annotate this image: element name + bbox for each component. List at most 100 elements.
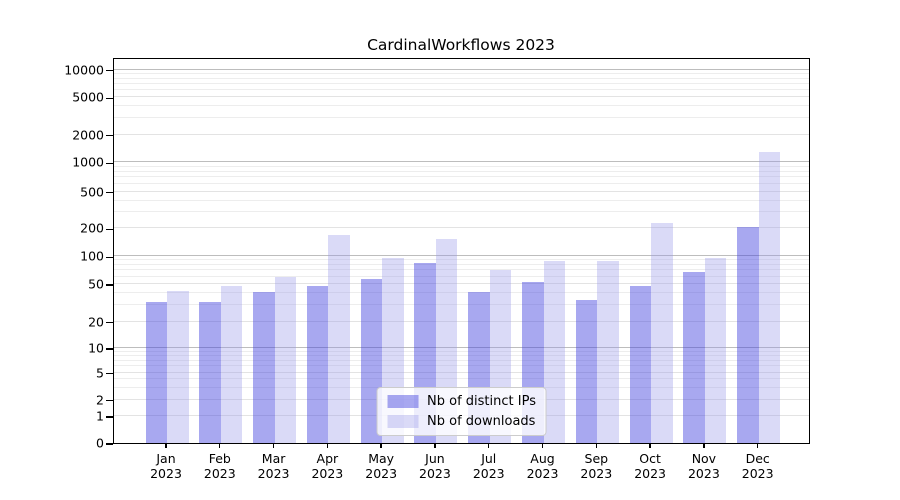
x-axis-label-oct: Oct 2023 (634, 451, 666, 482)
legend-item-downloads: Nb of downloads (387, 414, 536, 429)
x-axis-label-year: 2023 (365, 466, 398, 482)
y-tick-mark-10000 (106, 70, 113, 72)
x-axis-label-month: Mar (261, 451, 286, 466)
x-axis-label-nov: Nov 2023 (688, 451, 720, 482)
gridline-10000 (114, 68, 809, 70)
gridline-200 (114, 227, 809, 229)
bar-downloads-feb (220, 285, 243, 443)
x-axis-label-month: Dec (745, 451, 770, 466)
gridline-10 (114, 346, 809, 348)
y-axis-label-10000: 10000 (64, 62, 104, 78)
x-tick-mark-mar (272, 443, 275, 448)
legend-label-distinct-ips: Nb of distinct IPs (427, 394, 536, 409)
chart-title: CardinalWorkflows 2023 (367, 36, 555, 54)
gridline-minor (114, 211, 809, 213)
y-axis-label-200: 200 (80, 220, 104, 236)
gridline-minor (114, 359, 809, 361)
x-tick-mark-nov (703, 443, 705, 448)
x-axis-label-dec: Dec 2023 (742, 451, 774, 482)
y-axis-label-5: 5 (96, 365, 104, 381)
x-axis-label-jan: Jan 2023 (150, 451, 182, 482)
gridline-500 (114, 190, 809, 192)
legend-item-distinct-ips: Nb of distinct IPs (387, 394, 536, 409)
gridline-minor (114, 275, 809, 277)
y-axis-label-500: 500 (80, 184, 104, 200)
legend-label-downloads: Nb of downloads (427, 414, 536, 429)
y-tick-mark-5000 (106, 97, 113, 100)
bar-distinct-ips-oct (629, 285, 652, 443)
y-tick-mark-2000 (106, 134, 113, 137)
gridline-minor (114, 350, 809, 352)
x-axis-label-month: Aug (530, 451, 555, 466)
y-tick-mark-100 (106, 256, 113, 258)
y-axis-label-100: 100 (80, 248, 104, 264)
gridline-50 (114, 282, 809, 284)
y-axis-label-1000: 1000 (72, 154, 104, 170)
gridline-minor (114, 365, 809, 367)
x-axis-label-jun: Jun 2023 (419, 451, 451, 482)
bar-downloads-dec (758, 152, 781, 443)
y-tick-mark-20 (106, 321, 113, 324)
y-axis-label-50: 50 (88, 276, 104, 292)
bar-distinct-ips-dec (737, 226, 759, 443)
gridline-minor (114, 264, 809, 266)
x-axis-label-year: 2023 (257, 466, 290, 482)
y-tick-mark-500 (106, 191, 113, 194)
bar-downloads-oct (651, 223, 673, 443)
bar-distinct-ips-mar (253, 292, 275, 443)
gridline-minor (114, 105, 809, 107)
bar-distinct-ips-nov (683, 271, 705, 443)
gridline-minor (114, 182, 809, 184)
bar-distinct-ips-jan (145, 302, 167, 443)
gridline-minor (114, 72, 809, 74)
x-axis-label-year: 2023 (150, 466, 182, 482)
gridline-minor (114, 89, 809, 91)
x-axis-label-month: May (368, 451, 395, 466)
x-axis-label-month: Oct (639, 451, 661, 466)
x-axis-label-month: Jul (481, 451, 497, 466)
y-axis-label-2000: 2000 (72, 127, 104, 142)
gridline-minor (114, 117, 809, 119)
gridline-minor (114, 165, 809, 167)
gridline-5000 (114, 96, 809, 98)
x-axis-label-month: Sep (584, 451, 609, 466)
bar-downloads-mar (274, 277, 297, 443)
gridline-minor (114, 378, 809, 380)
x-axis-label-mar: Mar 2023 (258, 451, 290, 482)
gridline-5 (114, 371, 809, 373)
gridline-minor (114, 259, 809, 261)
x-axis-label-apr: Apr 2023 (311, 451, 343, 482)
gridline-20 (114, 320, 809, 322)
gridline-minor (114, 170, 809, 172)
bar-downloads-sep (597, 260, 619, 443)
y-axis-label-10: 10 (88, 340, 104, 356)
x-tick-mark-aug (541, 443, 544, 448)
x-axis-label-year: 2023 (634, 466, 667, 482)
gridline-minor (114, 354, 809, 356)
gridline-minor (114, 303, 809, 305)
legend: Nb of distinct IPs Nb of downloads (376, 387, 547, 436)
bar-distinct-ips-sep (575, 299, 598, 443)
x-axis-label-year: 2023 (472, 466, 505, 482)
x-axis-label-year: 2023 (419, 466, 451, 482)
bar-downloads-jan (167, 291, 189, 443)
y-tick-mark-5 (106, 372, 113, 375)
y-tick-mark-1000 (106, 162, 113, 164)
y-axis-label-0: 0 (96, 435, 104, 451)
y-tick-mark-50 (106, 284, 113, 286)
bar-downloads-apr (328, 234, 350, 443)
x-tick-mark-jul (488, 443, 490, 448)
x-axis-label-year: 2023 (580, 466, 613, 482)
x-axis-label-month: Nov (691, 451, 717, 466)
x-tick-mark-sep (595, 443, 597, 448)
x-tick-mark-feb (219, 443, 221, 448)
x-tick-mark-jan (165, 443, 167, 448)
gridline-minor (114, 199, 809, 201)
x-axis-label-feb: Feb 2023 (204, 451, 236, 482)
legend-swatch-downloads (387, 415, 419, 428)
y-tick-mark-1 (106, 416, 113, 418)
x-axis-label-year: 2023 (311, 466, 344, 482)
gridline-minor (114, 176, 809, 178)
gridline-100 (114, 255, 809, 257)
